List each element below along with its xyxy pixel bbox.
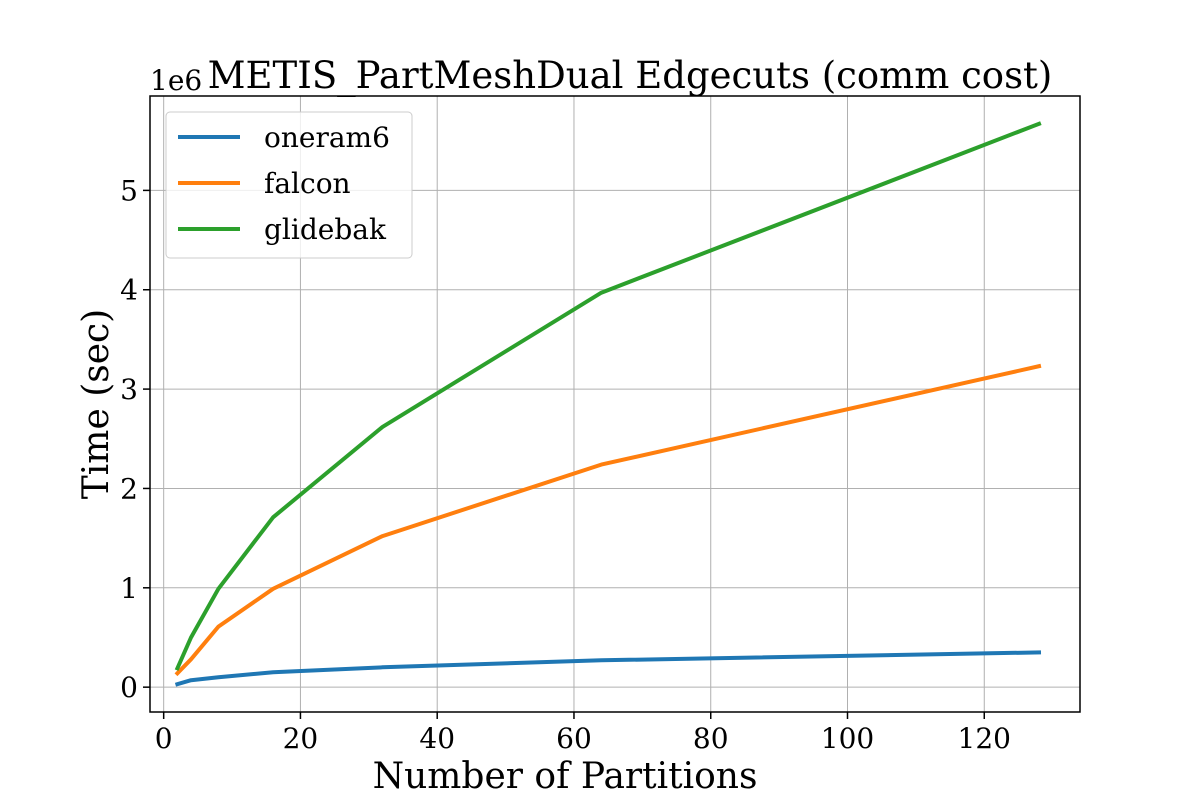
y-tick-label: 5: [120, 174, 138, 207]
series-layer: [174, 121, 1042, 687]
x-tick-label: 0: [155, 722, 173, 755]
x-tick-label: 60: [556, 722, 592, 755]
ticks-layer: 0 20 40 60 80 100 120 0 1 2 3 4 5: [120, 174, 1011, 755]
legend-label-oneram6: oneram6: [264, 121, 390, 154]
plot-frame: [149, 95, 1081, 713]
y-tick-label: 3: [120, 373, 138, 406]
x-tick-label: 120: [958, 722, 1011, 755]
legend-label-glidebak: glidebak: [264, 213, 387, 246]
y-tick-label: 1: [120, 572, 138, 605]
y-offset-label: 1e6: [150, 64, 202, 97]
series-line-oneram6: [174, 650, 1042, 687]
x-axis-label: Number of Partitions: [373, 756, 758, 797]
x-tick-label: 80: [693, 722, 729, 755]
legend: oneram6 falcon glidebak: [165, 111, 413, 259]
y-axis-label: Time (sec): [76, 309, 117, 499]
y-tick-label: 2: [120, 472, 138, 505]
chart-title: METIS_PartMeshDual Edgecuts (comm cost): [208, 54, 1053, 98]
series-line-glidebak: [174, 121, 1042, 671]
y-tick-label: 4: [120, 274, 138, 307]
legend-box: [165, 111, 413, 259]
series-line-falcon: [174, 363, 1042, 677]
legend-label-falcon: falcon: [264, 167, 351, 200]
x-tick-label: 100: [821, 722, 874, 755]
x-tick-label: 40: [419, 722, 455, 755]
x-tick-label: 20: [283, 722, 319, 755]
y-tick-label: 0: [120, 671, 138, 704]
